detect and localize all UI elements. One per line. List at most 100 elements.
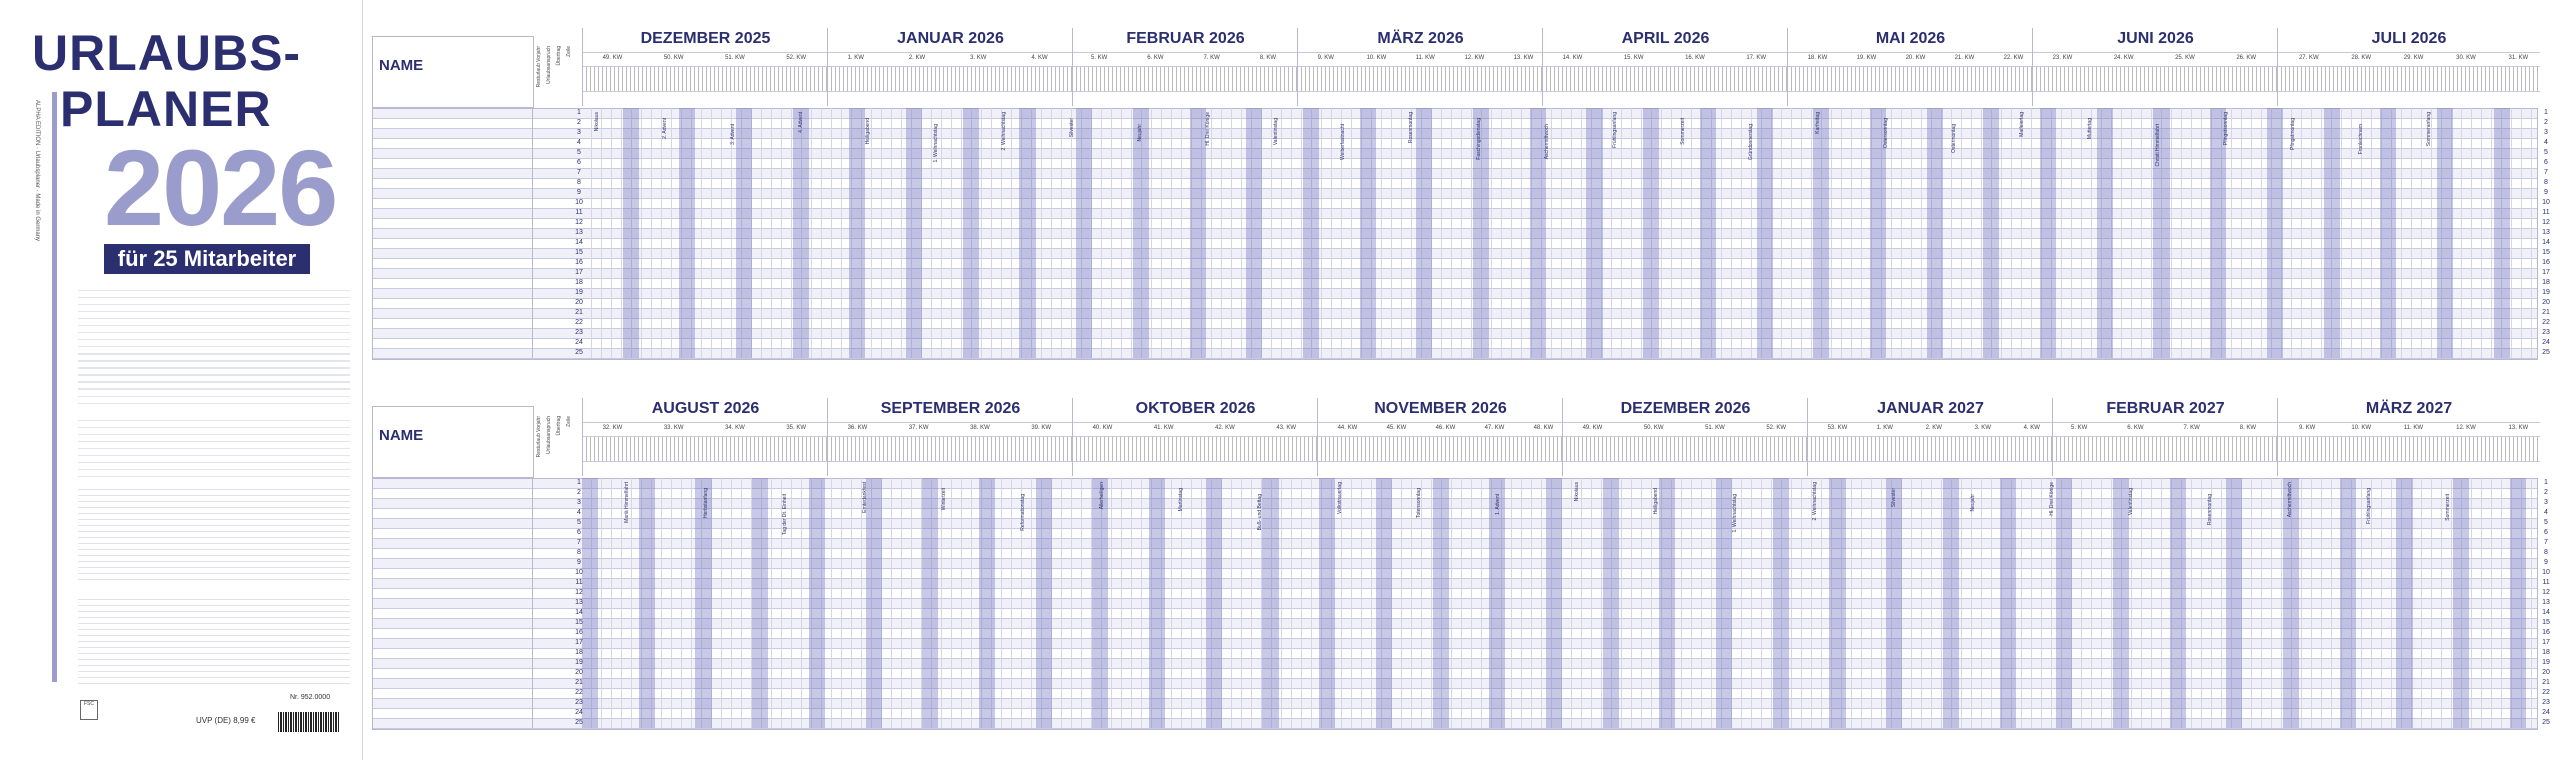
row-number: 18 — [575, 649, 583, 656]
row-number: 14 — [2542, 609, 2550, 616]
holiday-note: Karfreitag — [1815, 112, 1822, 134]
row-number: 7 — [2544, 169, 2548, 176]
kw-label: 33. KW — [663, 425, 684, 431]
kw-label: 53. KW — [1827, 425, 1848, 431]
weekend-column — [2210, 108, 2227, 358]
weekend-column — [1983, 108, 2000, 358]
mini-calendar-2 — [78, 348, 350, 408]
weekend-column — [1149, 478, 1166, 728]
name-column[interactable] — [372, 478, 533, 728]
kw-label: 1. KW — [847, 55, 864, 61]
name-column[interactable] — [372, 108, 533, 358]
kw-label: 34. KW — [725, 425, 745, 431]
holiday-note: Totensonntag — [1415, 488, 1422, 519]
row-number: 25 — [2542, 349, 2550, 356]
weekend-column — [1942, 478, 1959, 728]
kw-label: 43. KW — [1276, 425, 1297, 431]
row-number: 17 — [2542, 639, 2550, 646]
row-number: 2 — [577, 119, 581, 126]
weekend-column — [752, 478, 769, 728]
kw-label: 37. KW — [908, 425, 929, 431]
row-number: 16 — [575, 259, 583, 266]
kw-label: 5. KW — [2071, 425, 2088, 431]
day-grid[interactable] — [582, 478, 2538, 728]
school-holiday-table — [78, 594, 350, 684]
kw-label: 24. KW — [2113, 55, 2134, 61]
weekend-column — [906, 108, 923, 358]
kw-label: 50. KW — [663, 55, 684, 61]
weekend-column — [792, 108, 809, 358]
row-number: 14 — [2542, 239, 2550, 246]
row-number: 19 — [2542, 289, 2550, 296]
row-number: 13 — [575, 599, 583, 606]
holiday-note: Ostersonntag — [1883, 118, 1890, 149]
publisher-text: ALPHA EDITION · Urlaubsplaner · Made in … — [34, 100, 40, 242]
holiday-note: Frühlingsanfang — [1611, 112, 1618, 148]
kw-label: 3. KW — [1974, 425, 1991, 431]
day-grid[interactable] — [582, 108, 2538, 358]
row-number: 2 — [2544, 119, 2548, 126]
kw-label: 8. KW — [1259, 55, 1277, 61]
row-number: 11 — [575, 579, 583, 586]
kw-label: 16. KW — [1685, 55, 1705, 61]
mini-calendar-3 — [78, 414, 350, 480]
weekend-column — [2436, 108, 2454, 358]
row-number: 4 — [577, 139, 581, 146]
row-number: 16 — [2542, 629, 2550, 636]
row-number: 17 — [575, 269, 583, 276]
holiday-note: Erntedankfest — [861, 482, 868, 513]
row-number: 9 — [577, 189, 581, 196]
row-numbers-left: 1 2 3 4 5 6 7 8 9 10 11 12 13 14 15 16 17 18 19 20 21 22 23 24 2… — [574, 478, 584, 728]
row-number: 23 — [575, 329, 583, 336]
holiday-note: Sommerzeit — [2444, 494, 2451, 521]
month-header: APRIL 2026 14. KW 15. KW 16. KW 17. KW — [1542, 28, 1788, 106]
weekend-column — [2112, 478, 2130, 728]
kw-label: 11. KW — [1415, 55, 1435, 61]
weekend-column — [922, 478, 939, 728]
holiday-note: Sommeranfang — [2426, 112, 2433, 147]
weekend-column — [1529, 108, 1546, 358]
weekend-column — [622, 108, 639, 358]
holiday-note: Hl. Drei Könige — [1204, 112, 1211, 146]
fsc-logo-icon: FSC — [80, 700, 98, 720]
kw-label: 44. KW — [1337, 425, 1358, 431]
holiday-note: Silvester — [1069, 118, 1075, 138]
holiday-note: Tag der Dt. Einheit — [782, 494, 789, 536]
holiday-note: Volkstrauertag — [1336, 482, 1343, 514]
weekend-column — [1659, 478, 1676, 728]
weekend-column — [1699, 108, 1716, 358]
kw-label: 5. KW — [1091, 55, 1108, 61]
kw-label: 26. KW — [2236, 55, 2257, 61]
weekend-column — [2040, 108, 2057, 358]
kw-label: 25. KW — [2175, 55, 2195, 61]
weekend-column — [1319, 478, 1336, 728]
month-header: JULI 2026 27. KW 28. KW 29. KW 30. KW 31. KW — [2277, 28, 2540, 106]
row-number: 13 — [2542, 229, 2550, 236]
holiday-note: Fronleichnam — [2358, 124, 2365, 155]
weekend-column — [2226, 478, 2243, 728]
weekend-column — [1869, 108, 1887, 358]
kw-label: 4. KW — [2023, 425, 2040, 431]
month-header: OKTOBER 2026 40. KW 41. KW 42. KW 43. KW — [1072, 398, 1318, 476]
kw-label: 10. KW — [2351, 425, 2372, 431]
row-number: 12 — [2542, 589, 2550, 596]
row-number: 5 — [2544, 519, 2548, 526]
month-header: DEZEMBER 2026 49. KW 50. KW 51. KW 52. KW — [1562, 398, 1808, 476]
weekend-column — [1302, 108, 1320, 358]
weekend-column — [849, 108, 866, 358]
row-number: 10 — [575, 199, 583, 206]
subtitle-badge: für 25 Mitarbeiter — [104, 244, 310, 274]
weekend-column — [1189, 108, 1206, 358]
row-number: 20 — [575, 669, 583, 676]
weekend-column — [1416, 108, 1433, 358]
month-header: SEPTEMBER 2026 36. KW 37. KW 38. KW 39. KW — [827, 398, 1073, 476]
kw-label: 12. KW — [1464, 55, 1485, 61]
row-number: 10 — [2542, 199, 2550, 206]
row-number: 17 — [575, 639, 583, 646]
row-number: 10 — [2542, 569, 2550, 576]
row-number: 13 — [2542, 599, 2550, 606]
holiday-note: 1. Advent — [1494, 494, 1501, 515]
row-number: 11 — [575, 209, 583, 216]
holiday-note: Neujahr — [1136, 124, 1143, 142]
holiday-note: Mariä Himmelfahrt — [624, 482, 630, 523]
